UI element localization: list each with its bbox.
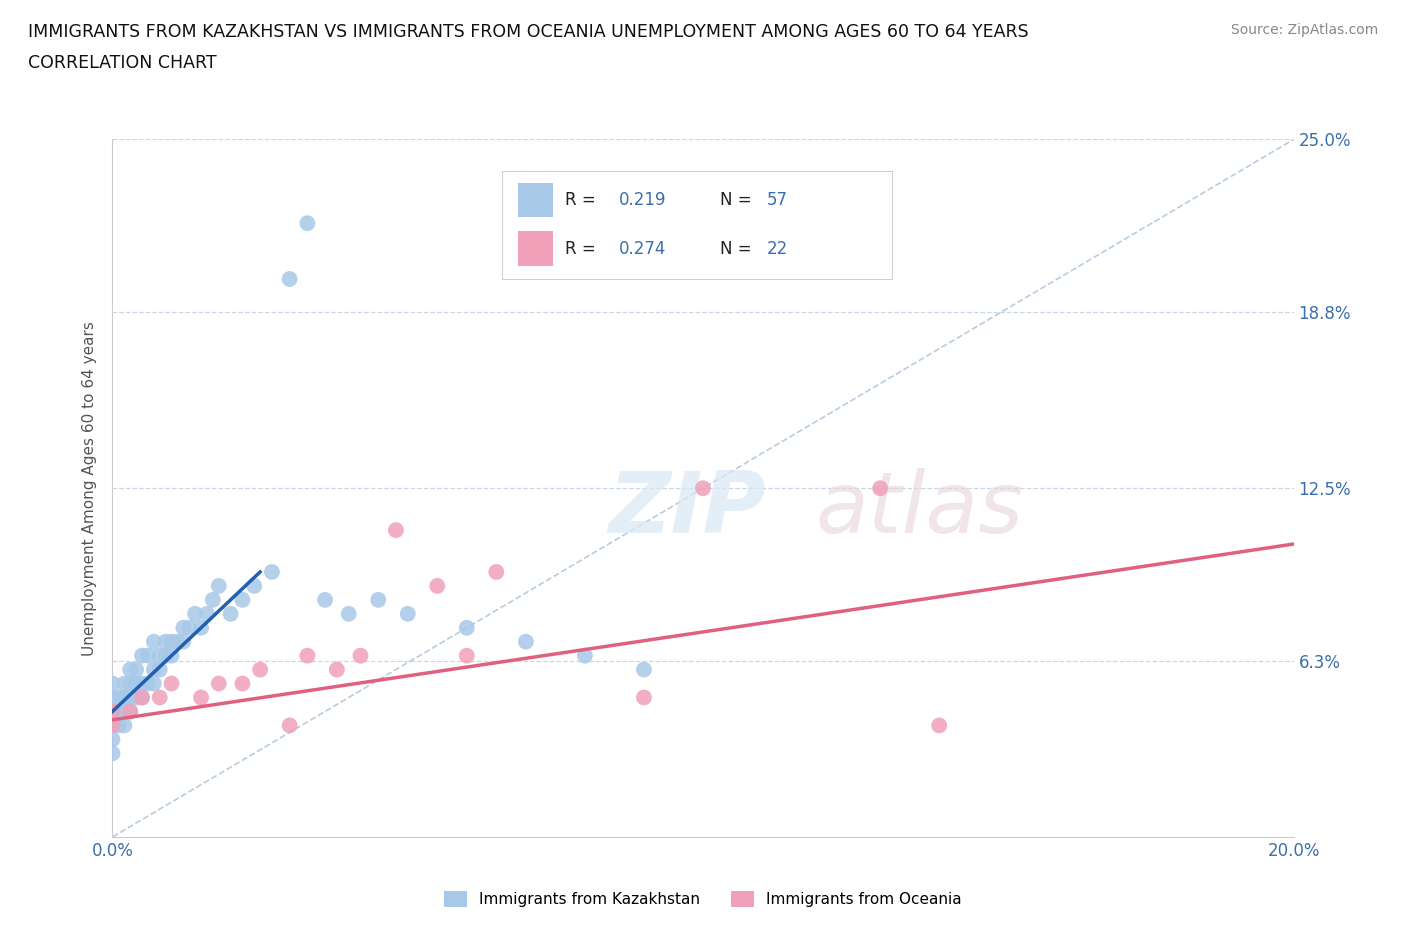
- Point: [142, 662, 165, 677]
- Point: [385, 523, 408, 538]
- Point: [101, 746, 124, 761]
- Point: [120, 676, 142, 691]
- Point: [349, 648, 371, 663]
- Point: [101, 690, 124, 705]
- Point: [190, 690, 212, 705]
- Point: [112, 704, 135, 719]
- Legend: Immigrants from Kazakhstan, Immigrants from Oceania: Immigrants from Kazakhstan, Immigrants f…: [439, 884, 967, 913]
- Point: [928, 718, 950, 733]
- Point: [101, 718, 124, 733]
- Point: [125, 662, 148, 677]
- Point: [136, 648, 159, 663]
- Point: [326, 662, 349, 677]
- Point: [166, 634, 188, 649]
- Point: [149, 690, 172, 705]
- Point: [101, 718, 124, 733]
- Point: [160, 634, 183, 649]
- Point: [243, 578, 266, 593]
- Point: [515, 634, 537, 649]
- Point: [120, 704, 142, 719]
- Point: [456, 620, 478, 635]
- Point: [278, 718, 301, 733]
- Point: [125, 690, 148, 705]
- Point: [485, 565, 508, 579]
- Point: [426, 578, 449, 593]
- Point: [633, 662, 655, 677]
- Point: [155, 634, 177, 649]
- Point: [278, 272, 301, 286]
- Point: [101, 704, 124, 719]
- Point: [101, 704, 124, 719]
- Point: [120, 662, 142, 677]
- Point: [172, 634, 194, 649]
- Point: [142, 676, 165, 691]
- Point: [155, 648, 177, 663]
- Point: [131, 648, 153, 663]
- Point: [149, 648, 172, 663]
- Point: [101, 732, 124, 747]
- Point: [120, 704, 142, 719]
- Point: [160, 648, 183, 663]
- Point: [131, 690, 153, 705]
- Point: [574, 648, 596, 663]
- Point: [208, 676, 231, 691]
- Point: [249, 662, 271, 677]
- Point: [107, 690, 129, 705]
- Point: [367, 592, 389, 607]
- Point: [131, 676, 153, 691]
- Point: [120, 690, 142, 705]
- Point: [107, 704, 129, 719]
- Point: [231, 592, 253, 607]
- Point: [149, 662, 172, 677]
- Point: [633, 690, 655, 705]
- Y-axis label: Unemployment Among Ages 60 to 64 years: Unemployment Among Ages 60 to 64 years: [82, 321, 97, 656]
- Point: [201, 592, 224, 607]
- Point: [112, 690, 135, 705]
- Point: [869, 481, 891, 496]
- Point: [190, 620, 212, 635]
- Text: atlas: atlas: [815, 468, 1024, 551]
- Point: [219, 606, 242, 621]
- Point: [172, 620, 194, 635]
- Point: [396, 606, 419, 621]
- Text: ZIP: ZIP: [609, 468, 766, 551]
- Text: IMMIGRANTS FROM KAZAKHSTAN VS IMMIGRANTS FROM OCEANIA UNEMPLOYMENT AMONG AGES 60: IMMIGRANTS FROM KAZAKHSTAN VS IMMIGRANTS…: [28, 23, 1029, 41]
- Point: [112, 718, 135, 733]
- Point: [297, 216, 319, 231]
- Point: [131, 690, 153, 705]
- Point: [337, 606, 360, 621]
- Point: [107, 718, 129, 733]
- Point: [297, 648, 319, 663]
- Point: [101, 676, 124, 691]
- Point: [231, 676, 253, 691]
- Point: [692, 481, 714, 496]
- Text: CORRELATION CHART: CORRELATION CHART: [28, 54, 217, 72]
- Point: [142, 634, 165, 649]
- Point: [136, 676, 159, 691]
- Point: [208, 578, 231, 593]
- Point: [195, 606, 218, 621]
- Point: [314, 592, 336, 607]
- Point: [184, 606, 207, 621]
- Point: [456, 648, 478, 663]
- Point: [125, 676, 148, 691]
- Text: Source: ZipAtlas.com: Source: ZipAtlas.com: [1230, 23, 1378, 37]
- Point: [160, 676, 183, 691]
- Point: [112, 676, 135, 691]
- Point: [179, 620, 201, 635]
- Point: [260, 565, 283, 579]
